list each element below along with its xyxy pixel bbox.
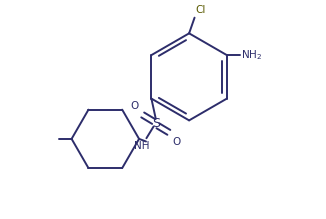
Text: Cl: Cl <box>196 5 206 16</box>
Text: NH$_2$: NH$_2$ <box>241 48 262 62</box>
Text: O: O <box>131 101 139 111</box>
Text: S: S <box>152 117 160 130</box>
Text: O: O <box>172 137 181 147</box>
Text: NH: NH <box>134 141 149 152</box>
